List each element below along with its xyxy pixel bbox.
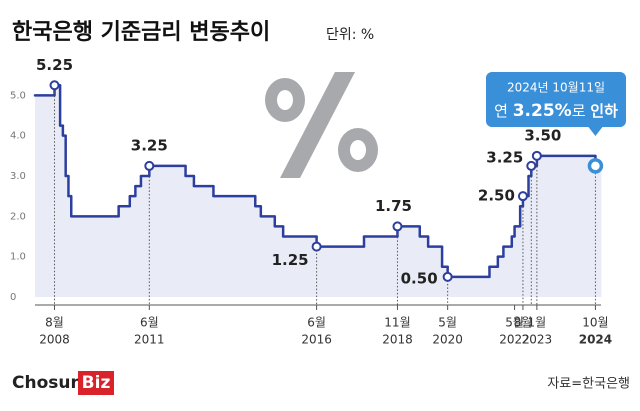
- value-label: 2.50: [478, 187, 515, 205]
- x-tick-label: 5월: [438, 316, 457, 330]
- callout-box: [486, 72, 626, 127]
- x-tick-label: 2022: [499, 333, 530, 347]
- callout-date: 2024년 10월11일: [507, 81, 605, 95]
- value-label: 1.25: [272, 251, 309, 269]
- marker: [531, 150, 542, 161]
- x-tick-label: 8월: [45, 316, 64, 330]
- marker: [587, 158, 604, 174]
- y-tick-label: 5.0: [10, 90, 26, 101]
- percent-hole: [277, 90, 293, 110]
- callout-part: 로: [572, 102, 591, 120]
- value-label: 3.50: [524, 126, 561, 144]
- y-tick-label: 1.0: [10, 252, 26, 263]
- x-tick-label: 8월: [514, 316, 533, 330]
- y-tick-label: 2.0: [10, 211, 26, 222]
- value-label: 3.25: [486, 148, 523, 166]
- marker: [49, 80, 60, 91]
- value-label: 1.75: [375, 197, 412, 215]
- marker: [526, 160, 537, 171]
- value-label: 3.25: [131, 136, 168, 154]
- callout-part: 연: [494, 102, 513, 120]
- x-tick-label: 2024: [579, 333, 612, 347]
- x-tick-label: 2016: [301, 333, 332, 347]
- x-tick-label: 2023: [522, 333, 553, 347]
- logo: Biz: [82, 373, 111, 393]
- x-tick-label: 1월: [528, 316, 547, 330]
- callout-part: 인하: [590, 102, 618, 120]
- y-tick-label: 4.0: [10, 131, 26, 142]
- marker: [517, 191, 528, 202]
- marker: [144, 160, 155, 171]
- x-tick-label: 2018: [382, 333, 413, 347]
- percent-hole: [350, 140, 366, 160]
- marker: [311, 241, 322, 252]
- x-tick-label: 5월: [505, 316, 524, 330]
- y-tick-label: 3.0: [10, 171, 26, 182]
- x-tick-label: 2020: [432, 333, 463, 347]
- callout-pointer: [588, 127, 603, 136]
- x-tick-label: 10월: [582, 316, 608, 330]
- x-tick-label: 2011: [134, 333, 165, 347]
- callout-part: 3.25%: [513, 101, 572, 121]
- unit-label: 단위: %: [326, 27, 374, 43]
- y-tick-label: 0: [10, 292, 16, 303]
- x-tick-label: 2008: [39, 333, 70, 347]
- source: 자료=한국은행: [547, 376, 630, 392]
- value-label: 5.25: [36, 56, 73, 74]
- callout-text: 연 3.25%로 인하: [494, 101, 618, 121]
- chart-title: 한국은행 기준금리 변동추이: [12, 20, 270, 45]
- area-fill: [35, 85, 602, 297]
- marker: [442, 271, 453, 282]
- value-label: 0.50: [401, 269, 438, 287]
- percent-slash: [280, 72, 355, 178]
- logo: Chosun: [12, 373, 83, 393]
- marker: [392, 221, 403, 232]
- percent-graphic: [265, 72, 378, 178]
- x-tick-label: 6월: [307, 316, 326, 330]
- x-tick-label: 6월: [140, 316, 159, 330]
- logo-box: [78, 371, 114, 395]
- x-tick-label: 11월: [384, 316, 410, 330]
